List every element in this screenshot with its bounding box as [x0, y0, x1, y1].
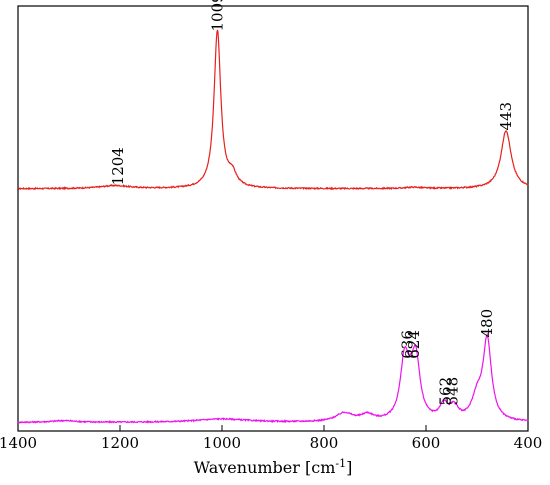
x-tick-label: 1400: [0, 434, 37, 452]
x-axis-title-end: ]: [346, 458, 352, 477]
x-tick-label: 1200: [101, 434, 139, 452]
x-tick-label: 800: [310, 434, 339, 452]
x-tick-label: 600: [412, 434, 441, 452]
peak-label: 548: [444, 377, 462, 406]
plot-area: [17, 5, 529, 432]
x-axis-title: Wavenumber [cm-1]: [194, 457, 353, 477]
x-tick-label: 1000: [203, 434, 241, 452]
peak-label: 636: [399, 330, 417, 359]
spectrum-series-line: [17, 332, 529, 424]
peak-label: 624: [405, 330, 423, 359]
peak-label: 1009: [208, 0, 226, 32]
series-layer: [17, 29, 529, 424]
peak-label: 1204: [109, 147, 127, 185]
peak-label: 562: [436, 377, 454, 406]
x-tick-label: 400: [514, 434, 543, 452]
x-axis-title-main: Wavenumber [cm: [194, 458, 336, 477]
plot-frame: [17, 5, 529, 432]
peak-label: 480: [478, 309, 496, 338]
x-axis-title-superscript: -1: [335, 457, 346, 470]
peak-label: 443: [497, 102, 515, 131]
spectrum-series-line: [17, 29, 529, 191]
x-axis-ticks: 1400 1200 1000 800 600 400: [0, 425, 542, 452]
